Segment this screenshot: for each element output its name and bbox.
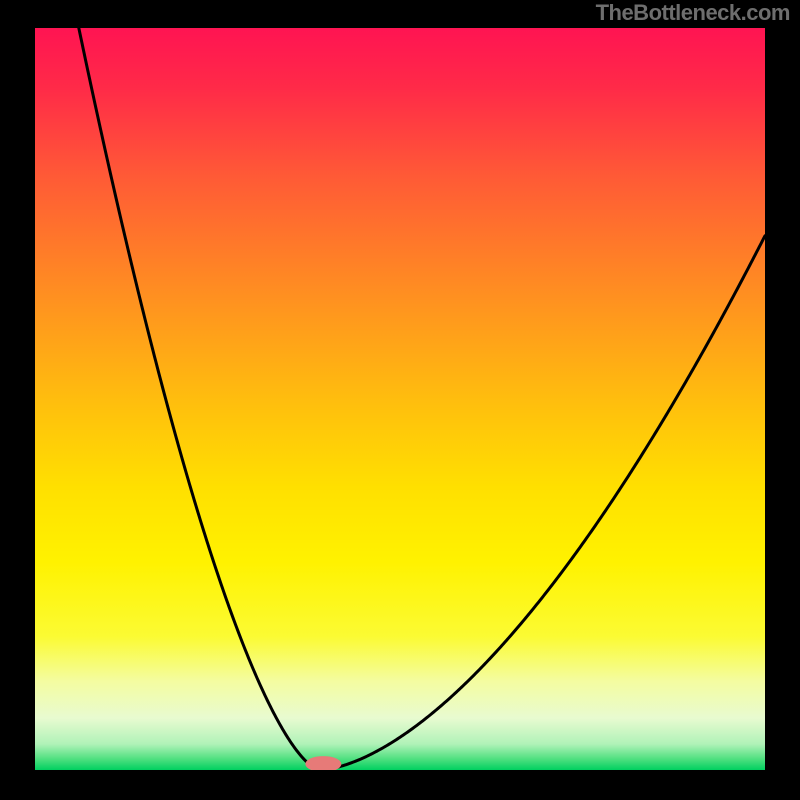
chart-canvas: { "watermark": { "text": "TheBottleneck.… — [0, 0, 800, 800]
bottleneck-chart — [0, 0, 800, 800]
vertex-marker — [305, 756, 341, 772]
watermark-text: TheBottleneck.com — [596, 0, 790, 26]
plot-gradient-background — [35, 28, 765, 770]
